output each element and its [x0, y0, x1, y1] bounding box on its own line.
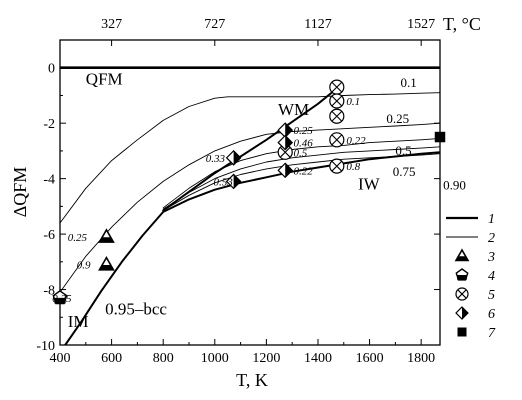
series-line-0-90 [162, 153, 440, 211]
legend-swatch-triangle-fill [456, 256, 468, 261]
series-line-IM [64, 151, 440, 345]
marker-triangle-fill [99, 264, 114, 270]
marker-value-label: 0.25 [52, 293, 72, 305]
x-axis-title: T, K [236, 370, 268, 390]
marker-square [434, 131, 446, 143]
top-tick-label: 1127 [304, 17, 331, 32]
marker-crossed-circle-x2 [331, 95, 343, 107]
marker-half-diamond-fill [285, 163, 293, 178]
marker-value-label: 0.5 [293, 147, 307, 159]
plot-frame [59, 39, 441, 346]
legend-label: 2 [488, 231, 495, 246]
marker-crossed-circle-x2 [331, 134, 343, 146]
marker-value-label: 0.33 [206, 153, 226, 165]
legend-swatch-square [457, 327, 467, 337]
legend-label: 5 [488, 288, 495, 303]
y-tick-label: -10 [36, 339, 55, 354]
x-tick-label: 1600 [356, 351, 384, 366]
series-line-0-75 [162, 146, 440, 210]
marker-value-label: 0.25 [293, 125, 313, 137]
x-tick-label: 1800 [407, 351, 435, 366]
x-tick-label: 600 [101, 351, 122, 366]
region-label: 0.95–bcc [105, 300, 167, 319]
series-line-0-5 [162, 137, 440, 209]
marker-crossed-circle-x2 [279, 147, 291, 158]
y-tick-label: -6 [43, 228, 55, 243]
legend-label: 7 [488, 326, 496, 341]
legend-label: 4 [488, 269, 495, 284]
line-label: 0.75 [393, 164, 416, 179]
marker-crossed-circle-x2 [331, 81, 343, 93]
marker-value-label: 0.22 [293, 165, 313, 177]
marker-value-label: 0.1 [346, 96, 360, 108]
labels-layer: 0.250.90.250.10.220.80.50.330.530.250.46… [52, 69, 466, 331]
marker-value-label: 0.53 [213, 176, 233, 188]
y-axis-title: ΔQFM [10, 167, 30, 218]
marker-value-label: 0.46 [293, 138, 313, 150]
top-tick-label: 727 [204, 17, 225, 32]
marker-half-diamond-fill [285, 123, 293, 138]
marker-half-diamond-fill [233, 150, 241, 165]
legend-label: 1 [488, 212, 495, 227]
markers-layer [52, 79, 446, 305]
y-tick-label: -4 [43, 173, 55, 188]
x-tick-label: 400 [50, 351, 71, 366]
x-tick-label: 1200 [252, 351, 280, 366]
x-tick-label: 800 [153, 351, 174, 366]
region-label: QFM [86, 69, 123, 88]
top-tick-label: 327 [101, 17, 122, 32]
y-tick-label: -8 [43, 284, 55, 299]
x-tick-label: 1400 [304, 351, 332, 366]
marker-half-diamond-fill [285, 135, 293, 150]
region-label: WM [278, 100, 309, 119]
marker-value-label: 0.8 [346, 161, 360, 173]
line-label: 0.1 [401, 75, 417, 90]
marker-half-diamond-fill [233, 174, 241, 189]
top-axis-title: T, °C [443, 14, 481, 34]
axes-layer [59, 39, 441, 346]
legend-swatch-pentagon-fill [457, 275, 467, 280]
marker-crossed-circle-x2 [331, 110, 343, 122]
marker-pentagon-fill [54, 297, 66, 304]
line-label: 0.90 [443, 178, 466, 193]
series-line-0-25 [60, 122, 440, 293]
legend: 1 2 3 4 5 6 7 [446, 212, 496, 341]
y-tick-label: -2 [43, 117, 55, 132]
marker-value-label: 0.25 [68, 232, 88, 244]
marker-value-label: 0.9 [77, 260, 91, 272]
marker-crossed-circle-x2 [331, 160, 343, 172]
legend-swatch-half-diamond-fill [462, 307, 468, 319]
line-label: 0.5 [395, 143, 411, 158]
marker-value-label: 0.22 [346, 135, 366, 147]
legend-label: 3 [487, 250, 495, 265]
ticks-layer: 400 600 800 1000 1200 1400 1600 1800 327 727 1127 1… [36, 17, 440, 366]
region-label: IM [68, 312, 89, 331]
marker-triangle-fill [99, 237, 114, 243]
line-label: 0.25 [386, 111, 409, 126]
x-tick-label: 1000 [201, 351, 229, 366]
series-line-0-1 [60, 92, 440, 224]
y-tick-label: 0 [48, 62, 55, 77]
region-label: IW [358, 175, 381, 194]
legend-label: 6 [488, 307, 495, 322]
legend-swatch-crossed-circle-x2 [457, 289, 467, 299]
top-tick-label: 1527 [407, 17, 435, 32]
